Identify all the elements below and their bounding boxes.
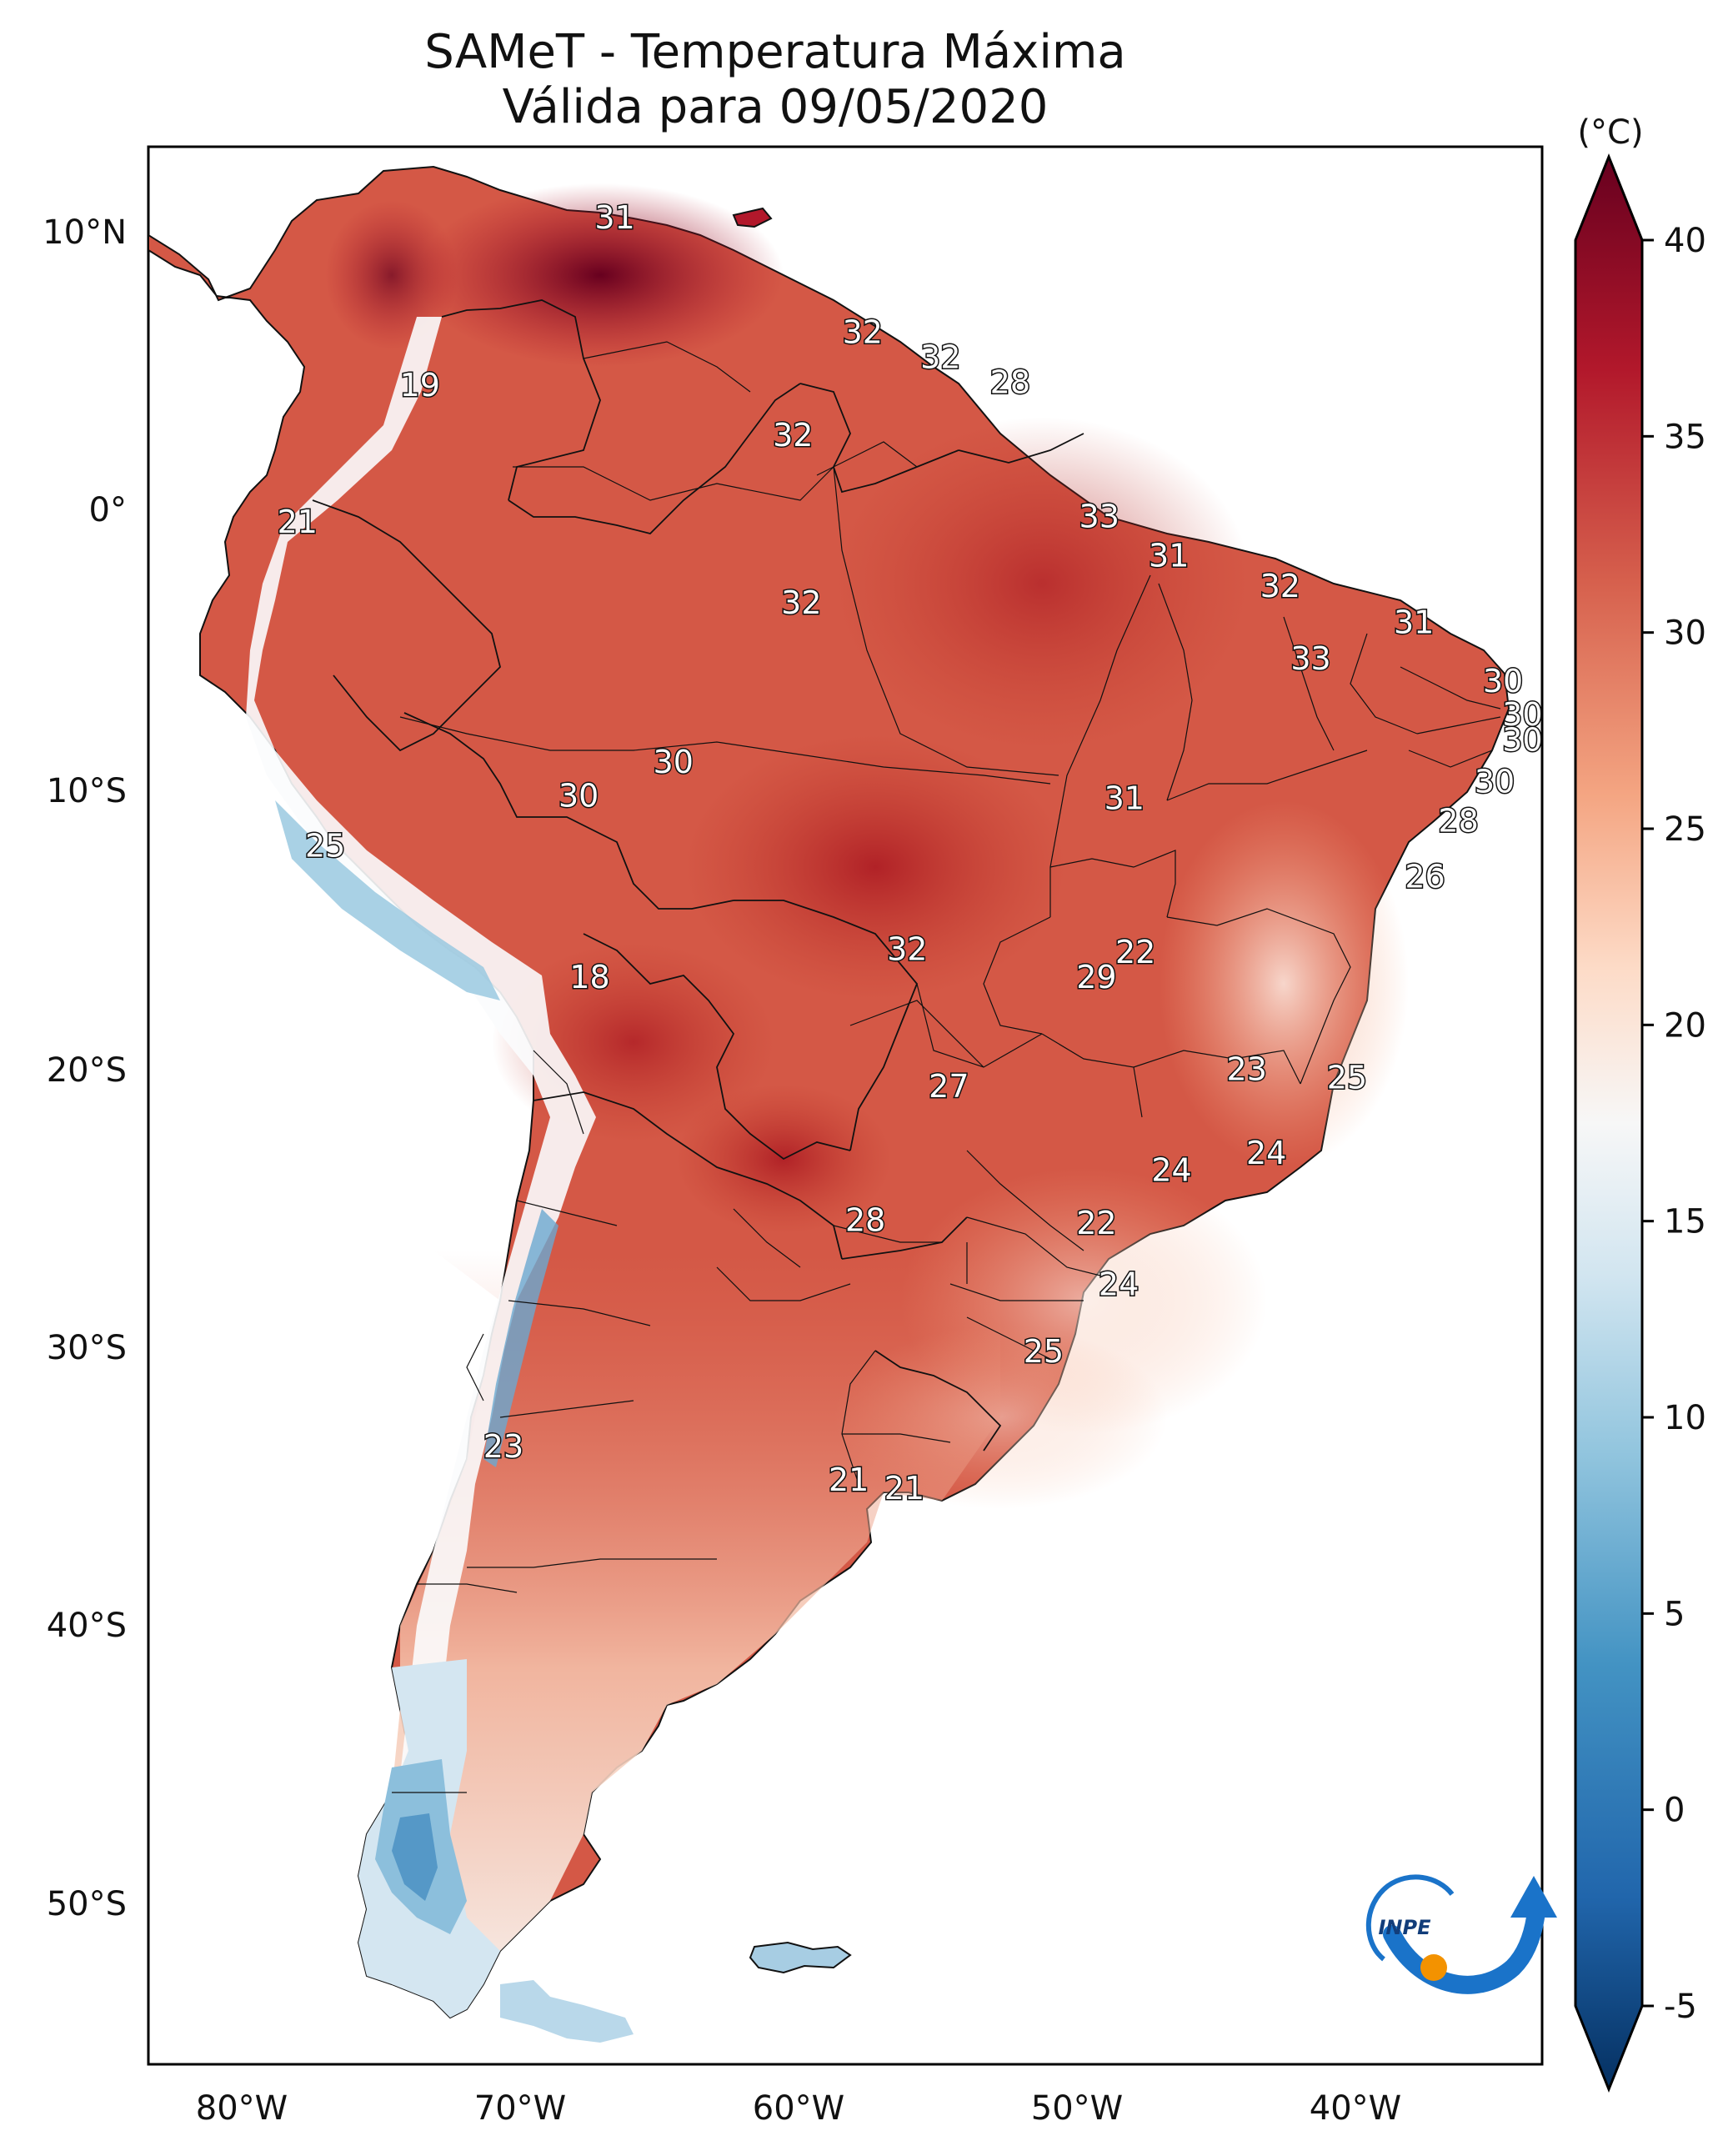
station-value-label: 25 (1327, 1060, 1367, 1096)
station-value-label: 30 (1475, 764, 1515, 800)
station-value-label: 26 (1405, 859, 1445, 895)
station-value-label: 25 (1024, 1333, 1064, 1370)
station-value-label: 29 (1076, 959, 1116, 995)
station-value-label: 32 (887, 931, 927, 968)
latitude-axis: 10°N 0° 10°S 20°S 30°S 40°S 50°S (43, 213, 127, 1923)
lon-label: 40°W (1310, 2089, 1401, 2128)
andes-cold-core (275, 800, 500, 1000)
station-value-label: 30 (1502, 721, 1542, 758)
colorbar-tick-label: 30 (1664, 614, 1706, 653)
lat-label: 20°S (47, 1051, 127, 1090)
station-value-label: 32 (920, 338, 960, 375)
station-value-label: 24 (1151, 1151, 1191, 1188)
station-value-label: 23 (483, 1428, 523, 1465)
colorbar: (°C) 40 35 30 25 20 15 10 5 0 -5 (1574, 113, 1706, 2093)
lon-label: 60°W (753, 2089, 844, 2128)
station-value-label: 22 (1115, 934, 1155, 970)
colorbar-unit: (°C) (1577, 113, 1643, 152)
map-title: SAMeT - Temperatura Máxima (424, 25, 1126, 79)
station-value-label: 32 (843, 313, 883, 350)
station-value-label: 24 (1099, 1266, 1139, 1303)
lon-label: 70°W (474, 2089, 566, 2128)
station-value-label: 33 (1079, 498, 1119, 534)
falkland-islands (749, 1941, 852, 1974)
station-value-label: 23 (1227, 1051, 1267, 1088)
station-value-label: 30 (1502, 696, 1542, 733)
station-value-label: 25 (305, 828, 345, 865)
station-value-label: 31 (1104, 780, 1144, 817)
colorbar-tick-label: 0 (1664, 1792, 1685, 1830)
colorbar-tick-label: 25 (1664, 810, 1706, 849)
map-subtitle: Válida para 09/05/2020 (502, 80, 1049, 134)
lat-label: 0° (89, 491, 127, 529)
temperature-field (148, 165, 1510, 2043)
station-value-label: 28 (990, 364, 1030, 401)
station-value-label: 31 (594, 199, 634, 236)
station-value-label: 28 (845, 1202, 885, 1239)
inpe-logo: INPE (1365, 1874, 1557, 1994)
station-value-label: 18 (569, 959, 609, 995)
station-value-label: 30 (1483, 663, 1523, 699)
station-value-label: 24 (1246, 1135, 1286, 1171)
station-value-label: 32 (1260, 568, 1300, 604)
lat-label: 30°S (47, 1329, 127, 1367)
colorbar-tick-label: 5 (1664, 1595, 1685, 1633)
lat-label: 10°N (43, 213, 127, 252)
colorbar-ticks: 40 35 30 25 20 15 10 5 0 -5 (1642, 222, 1706, 2026)
station-value-label: 31 (1149, 537, 1189, 574)
lat-label: 10°S (47, 772, 127, 810)
colorbar-tick-label: 10 (1664, 1399, 1706, 1437)
station-value-label: 22 (1076, 1205, 1116, 1241)
lon-label: 50°W (1031, 2089, 1123, 2128)
colorbar-tick-label: -5 (1664, 1988, 1697, 2026)
logo-text: INPE (1379, 1916, 1432, 1939)
station-value-label: 21 (829, 1462, 869, 1498)
state-borders (392, 341, 1501, 1793)
lat-label: 40°S (47, 1607, 127, 1645)
lat-label: 50°S (47, 1885, 127, 1923)
longitude-axis: 80°W 70°W 60°W 50°W 40°W (196, 2089, 1401, 2128)
colorbar-tick-label: 35 (1664, 418, 1706, 456)
station-value-label: 28 (1438, 803, 1478, 840)
colorbar-tick-label: 15 (1664, 1203, 1706, 1241)
station-value-label: 32 (781, 584, 821, 621)
station-value-label: 32 (773, 417, 813, 454)
station-value-label: 33 (1290, 640, 1330, 677)
station-value-label: 31 (1394, 604, 1434, 641)
station-value-label: 21 (278, 504, 318, 540)
station-value-label: 30 (654, 744, 694, 780)
colorbar-tick-label: 40 (1664, 222, 1706, 260)
station-value-label: 21 (884, 1470, 924, 1507)
colorbar-tick-label: 20 (1664, 1006, 1706, 1045)
station-value-label: 27 (929, 1068, 969, 1105)
station-value-label: 19 (400, 367, 440, 404)
station-value-label: 30 (558, 777, 599, 814)
colorbar-bar (1574, 153, 1644, 2093)
lon-label: 80°W (196, 2089, 288, 2128)
